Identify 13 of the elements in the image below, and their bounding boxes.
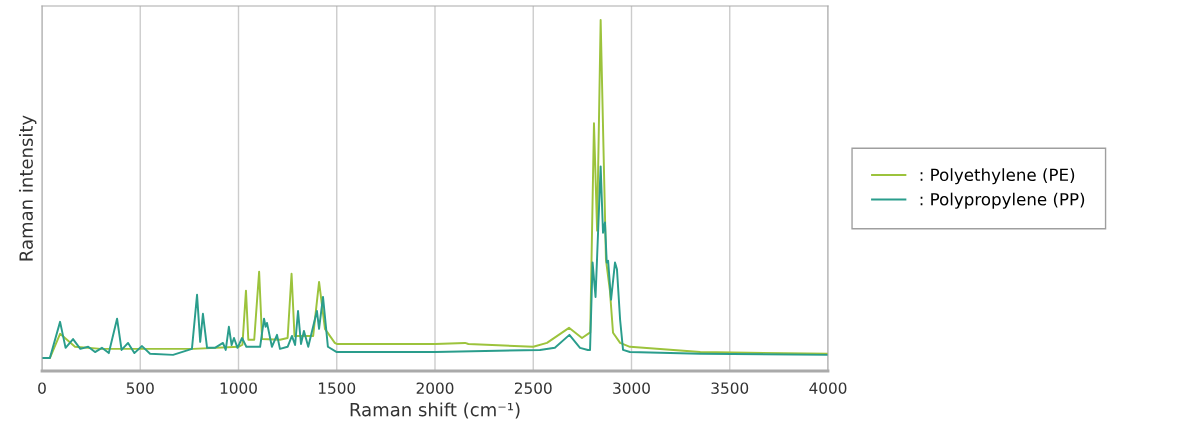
x-tick-label: 500 (126, 382, 154, 394)
x-tick-label: 2500 (514, 382, 552, 394)
x-tick-label: 3000 (613, 382, 650, 394)
x-tick-label: 4000 (809, 382, 847, 394)
x-axis-title: Raman shift (cm⁻¹) (350, 402, 520, 419)
x-tick-label: 1000 (220, 382, 257, 394)
y-axis-title: Raman intensity (18, 115, 37, 261)
x-tick-label: 3500 (711, 382, 749, 394)
x-tick-label: 1500 (318, 382, 356, 394)
x-tick-label: 2000 (416, 382, 454, 394)
legend-label: : Polypropylene (PP) (920, 192, 1085, 209)
legend-label: : Polyethylene (PE) (920, 168, 1075, 185)
x-tick-label: 0 (38, 382, 46, 394)
